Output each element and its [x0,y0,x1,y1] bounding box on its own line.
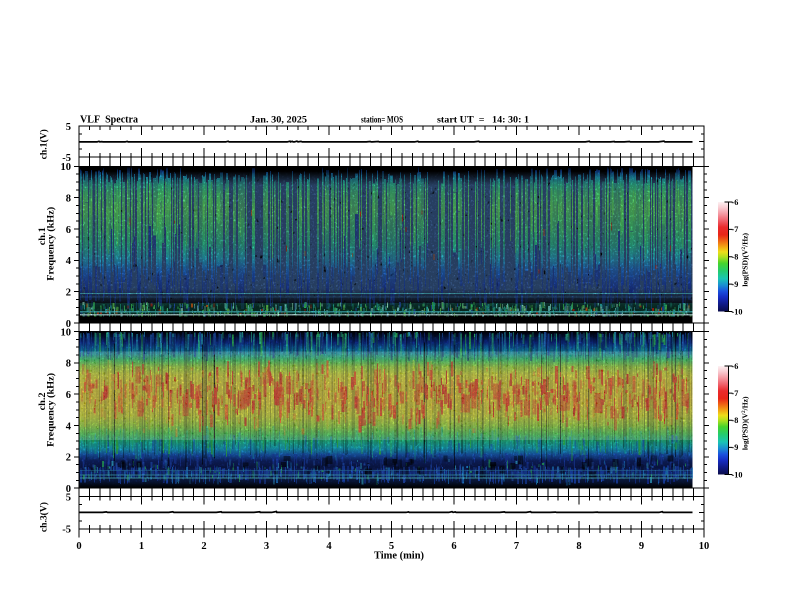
svg-text:6: 6 [66,225,71,236]
svg-text:10: 10 [699,541,710,552]
svg-text:6: 6 [451,541,456,552]
svg-text:-8: -8 [732,416,739,425]
svg-text:5: 5 [66,492,71,503]
svg-text:8: 8 [66,359,71,370]
svg-text:ch.1(V): ch.1(V) [39,129,50,159]
svg-text:10: 10 [61,162,72,173]
svg-text:VLF Spectra: VLF Spectra [80,114,138,126]
svg-text:5: 5 [389,541,394,552]
svg-text:-5: -5 [62,153,71,164]
svg-text:ch.2: ch.2 [37,392,48,410]
svg-text:Jan. 30, 2025: Jan. 30, 2025 [250,115,307,126]
svg-text:0: 0 [66,319,71,330]
svg-text:4: 4 [326,541,332,552]
svg-text:-5: -5 [62,525,71,536]
svg-text:ch.1: ch.1 [37,227,48,245]
svg-text:8: 8 [576,541,581,552]
svg-text:-7: -7 [732,389,739,398]
svg-text:start UT = 14: 30: 1: start UT = 14: 30: 1 [437,115,529,126]
svg-text:2: 2 [66,453,71,464]
svg-text:Frequency (kHz): Frequency (kHz) [46,373,57,447]
svg-text:2: 2 [66,287,71,298]
svg-text:2: 2 [201,541,206,552]
svg-text:-9: -9 [732,280,739,289]
svg-text:log(PSD)(V2/Hz): log(PSD)(V2/Hz) [741,232,750,286]
svg-text:-8: -8 [732,253,739,262]
svg-text:log(PSD)(V2/Hz): log(PSD)(V2/Hz) [741,396,750,450]
svg-text:-6: -6 [732,362,739,371]
svg-text:7: 7 [514,541,519,552]
svg-text:-9: -9 [732,443,739,452]
svg-text:-10: -10 [732,470,743,479]
svg-text:4: 4 [66,256,72,267]
svg-text:10: 10 [61,327,72,338]
svg-text:6: 6 [66,390,71,401]
svg-text:Time (min): Time (min) [374,551,424,562]
svg-text:Frequency (kHz): Frequency (kHz) [46,207,57,281]
svg-text:8: 8 [66,194,71,205]
svg-text:-10: -10 [732,307,743,316]
svg-text:ch.3(V): ch.3(V) [39,502,50,532]
svg-text:station= MOS: station= MOS [361,115,403,126]
svg-text:9: 9 [639,541,644,552]
svg-text:5: 5 [66,122,71,133]
svg-text:4: 4 [66,421,72,432]
svg-text:-7: -7 [732,225,739,234]
svg-text:0: 0 [76,541,81,552]
svg-text:1: 1 [139,541,144,552]
svg-text:-6: -6 [732,198,739,207]
svg-text:0: 0 [66,484,71,495]
svg-text:3: 3 [264,541,269,552]
